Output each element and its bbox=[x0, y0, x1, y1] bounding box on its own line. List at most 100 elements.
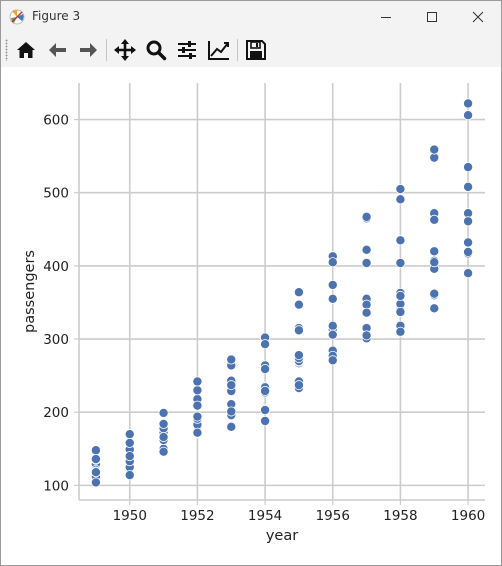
y-tick-label: 100 bbox=[43, 478, 69, 494]
x-tick-label: 1950 bbox=[113, 508, 147, 524]
data-point bbox=[361, 244, 372, 255]
data-point bbox=[192, 427, 203, 438]
move-icon bbox=[114, 39, 136, 61]
window-title: Figure 3 bbox=[32, 9, 81, 23]
data-point bbox=[293, 325, 304, 336]
data-point bbox=[192, 400, 203, 411]
data-point bbox=[395, 235, 406, 246]
data-point bbox=[361, 307, 372, 318]
data-point bbox=[124, 451, 135, 462]
data-point bbox=[260, 415, 271, 426]
data-point bbox=[327, 355, 338, 366]
close-button[interactable] bbox=[455, 1, 501, 33]
data-point bbox=[395, 290, 406, 301]
back-button[interactable] bbox=[45, 37, 71, 63]
data-point bbox=[463, 181, 474, 192]
pan-button[interactable] bbox=[112, 37, 138, 63]
data-point bbox=[226, 421, 237, 432]
data-point bbox=[463, 110, 474, 121]
data-point bbox=[327, 279, 338, 290]
forward-button[interactable] bbox=[75, 37, 101, 63]
x-tick-label: 1960 bbox=[451, 508, 485, 524]
y-axis-label: passengers bbox=[22, 250, 38, 333]
data-point bbox=[226, 406, 237, 417]
data-point bbox=[429, 288, 440, 299]
data-point bbox=[327, 329, 338, 340]
data-point bbox=[293, 350, 304, 361]
data-point bbox=[158, 407, 169, 418]
data-point bbox=[158, 446, 169, 457]
data-point bbox=[395, 194, 406, 205]
data-point bbox=[429, 144, 440, 155]
data-point bbox=[124, 437, 135, 448]
back-arrow-icon bbox=[49, 43, 66, 57]
data-point bbox=[90, 454, 101, 465]
scatter-plot[interactable]: 1950 1952 1954 1956 1958 1960 100 200 300 400 500 6… bbox=[1, 67, 501, 565]
data-point bbox=[260, 339, 271, 350]
y-tick-label: 200 bbox=[43, 405, 69, 421]
navigation-toolbar bbox=[1, 33, 501, 67]
save-button[interactable] bbox=[243, 37, 269, 63]
data-point bbox=[463, 237, 474, 248]
title-bar[interactable]: Figure 3 bbox=[1, 1, 501, 33]
data-point bbox=[192, 385, 203, 396]
save-icon bbox=[246, 40, 266, 60]
y-tick-label: 400 bbox=[43, 259, 69, 275]
data-point bbox=[395, 326, 406, 337]
sliders-icon bbox=[178, 41, 196, 59]
edit-axis-button[interactable] bbox=[206, 37, 232, 63]
data-point bbox=[429, 214, 440, 225]
y-tick-label: 600 bbox=[43, 113, 69, 129]
minimize-icon bbox=[381, 17, 391, 18]
maximize-button[interactable] bbox=[409, 1, 455, 33]
home-icon bbox=[17, 42, 35, 58]
data-point bbox=[429, 246, 440, 257]
x-tick-label: 1956 bbox=[316, 508, 350, 524]
data-point bbox=[327, 293, 338, 304]
data-point bbox=[293, 380, 304, 391]
data-point bbox=[463, 162, 474, 173]
home-button[interactable] bbox=[13, 37, 39, 63]
data-point bbox=[293, 287, 304, 298]
data-point bbox=[429, 303, 440, 314]
data-point bbox=[158, 432, 169, 443]
data-point bbox=[395, 306, 406, 317]
x-axis-label: year bbox=[266, 528, 298, 544]
line-chart-icon bbox=[208, 41, 229, 60]
data-point bbox=[463, 268, 474, 279]
data-point bbox=[226, 354, 237, 365]
matplotlib-icon bbox=[9, 9, 25, 25]
data-point bbox=[327, 320, 338, 331]
data-point bbox=[192, 376, 203, 387]
data-point bbox=[463, 246, 474, 257]
data-point bbox=[226, 380, 237, 391]
data-point bbox=[260, 405, 271, 416]
data-point bbox=[293, 299, 304, 310]
configure-subplots-button[interactable] bbox=[174, 37, 200, 63]
data-point bbox=[260, 364, 271, 375]
forward-arrow-icon bbox=[80, 43, 97, 57]
data-point bbox=[361, 330, 372, 341]
figure-canvas[interactable]: 1950 1952 1954 1956 1958 1960 100 200 300 400 500 6… bbox=[1, 67, 501, 565]
y-tick-label: 300 bbox=[43, 332, 69, 348]
x-tick-label: 1958 bbox=[383, 508, 417, 524]
maximize-icon bbox=[427, 12, 437, 22]
data-point bbox=[192, 411, 203, 422]
data-point bbox=[90, 445, 101, 456]
x-tick-label: 1954 bbox=[248, 508, 282, 524]
x-tick-label: 1952 bbox=[180, 508, 214, 524]
toolbar-separator bbox=[106, 39, 107, 61]
data-point bbox=[327, 257, 338, 268]
toolbar-separator bbox=[237, 39, 238, 61]
data-point bbox=[463, 98, 474, 109]
zoom-button[interactable] bbox=[143, 37, 169, 63]
data-point bbox=[260, 385, 271, 396]
y-tick-label: 500 bbox=[43, 186, 69, 202]
data-point bbox=[395, 257, 406, 268]
data-point bbox=[90, 467, 101, 478]
data-point bbox=[395, 184, 406, 195]
minimize-button[interactable] bbox=[363, 1, 409, 33]
data-point bbox=[361, 211, 372, 222]
toolbar-grip[interactable] bbox=[5, 39, 8, 61]
